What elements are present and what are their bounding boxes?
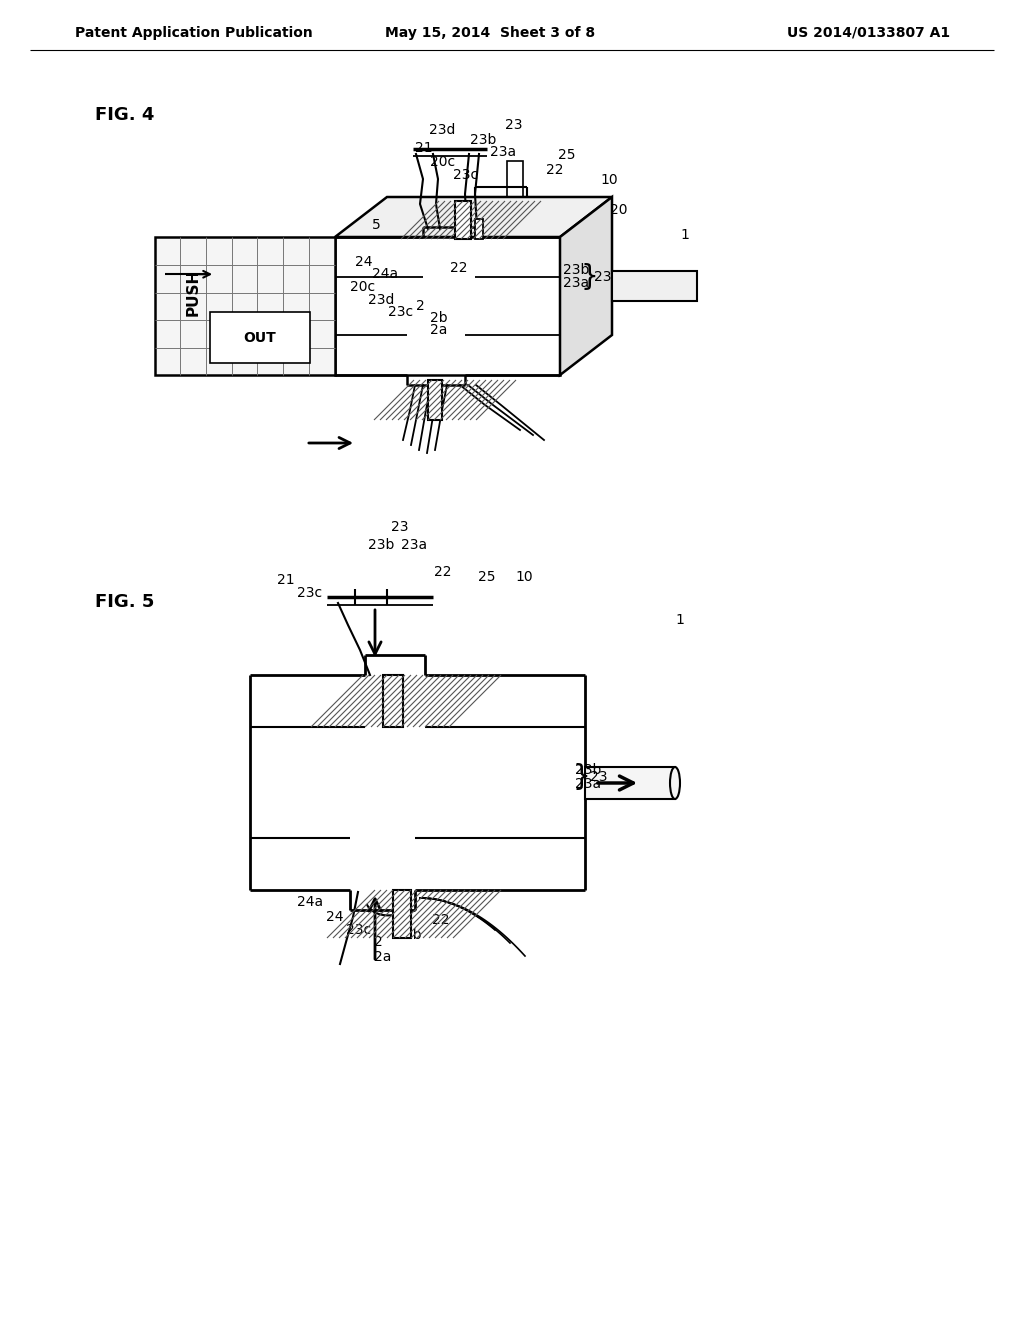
Text: May 15, 2014  Sheet 3 of 8: May 15, 2014 Sheet 3 of 8 — [385, 26, 595, 40]
Text: 20: 20 — [610, 203, 628, 216]
Text: 20c: 20c — [350, 280, 375, 294]
Text: 2b: 2b — [404, 928, 422, 942]
Text: 21: 21 — [278, 573, 295, 587]
Bar — [155, 238, 335, 375]
Text: 22: 22 — [434, 565, 452, 579]
Bar — [335, 238, 560, 375]
Text: 23c: 23c — [346, 923, 371, 937]
Text: Patent Application Publication: Patent Application Publication — [75, 26, 312, 40]
Polygon shape — [560, 197, 612, 375]
Text: 23a: 23a — [575, 777, 601, 791]
Text: 24a: 24a — [372, 267, 398, 281]
Text: 23b: 23b — [563, 263, 590, 277]
Bar — [455, 201, 471, 239]
Text: 25: 25 — [478, 570, 496, 583]
Text: 2b: 2b — [430, 312, 447, 325]
Text: FIG. 5: FIG. 5 — [95, 593, 155, 611]
Text: 23a: 23a — [401, 539, 427, 552]
Text: 2a: 2a — [430, 323, 447, 337]
Text: 23: 23 — [590, 770, 607, 784]
Text: 22: 22 — [546, 162, 563, 177]
Text: 22: 22 — [432, 913, 450, 927]
Text: 5: 5 — [372, 218, 381, 232]
Text: 10: 10 — [515, 570, 532, 583]
Bar — [585, 767, 675, 799]
Bar — [507, 161, 523, 199]
Text: 23b: 23b — [470, 133, 497, 147]
Text: 25: 25 — [558, 148, 575, 162]
Bar — [455, 201, 471, 239]
Text: 2: 2 — [374, 935, 383, 949]
Text: PUSH: PUSH — [185, 268, 201, 315]
Text: 2a: 2a — [374, 950, 391, 964]
Ellipse shape — [670, 767, 680, 799]
Text: 23a: 23a — [563, 276, 589, 290]
Bar — [475, 219, 483, 239]
Polygon shape — [335, 197, 612, 238]
Bar — [383, 675, 403, 727]
Text: 21: 21 — [415, 141, 432, 154]
Text: 23d: 23d — [429, 123, 455, 137]
Text: 23: 23 — [391, 520, 409, 535]
Bar — [393, 890, 411, 939]
Text: 1: 1 — [680, 228, 689, 242]
Text: 23b: 23b — [575, 763, 601, 777]
Text: FIG. 4: FIG. 4 — [95, 106, 155, 124]
Bar — [393, 890, 411, 939]
Text: 24: 24 — [326, 909, 343, 924]
Text: 24: 24 — [355, 255, 373, 269]
Text: 23a: 23a — [490, 145, 516, 158]
Bar — [383, 675, 403, 727]
Text: 23d: 23d — [368, 293, 394, 308]
Text: 22: 22 — [450, 261, 468, 275]
Bar — [210, 312, 310, 363]
Text: 23c: 23c — [297, 586, 323, 601]
Text: 23c: 23c — [388, 305, 413, 319]
Text: 24a: 24a — [297, 895, 324, 909]
Text: 23c: 23c — [453, 168, 478, 182]
Text: 1: 1 — [675, 612, 684, 627]
Bar — [612, 271, 697, 301]
Bar — [428, 380, 442, 420]
Text: }: } — [573, 763, 591, 791]
Text: 23: 23 — [505, 117, 522, 132]
Text: 20c: 20c — [430, 154, 455, 169]
Text: 2: 2 — [416, 300, 425, 313]
Bar — [428, 380, 442, 420]
Text: 23b: 23b — [368, 539, 394, 552]
Text: OUT: OUT — [244, 331, 276, 345]
Text: }: } — [580, 263, 598, 290]
Text: 23: 23 — [594, 271, 611, 284]
Text: US 2014/0133807 A1: US 2014/0133807 A1 — [786, 26, 950, 40]
Text: 10: 10 — [600, 173, 617, 187]
